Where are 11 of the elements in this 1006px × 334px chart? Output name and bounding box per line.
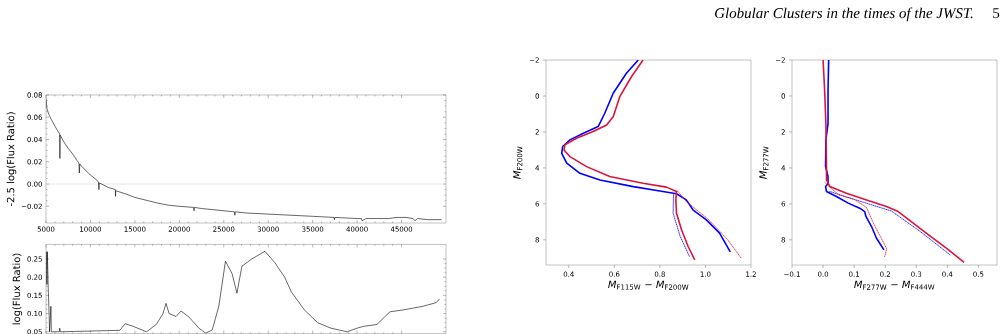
x-axis-title: M$_{F277W}$ − M$_{F444W}$ [854,280,935,290]
y-axis-title: M$_{F200W}$ [513,146,523,179]
y-axis-title: M$_{F277W}$ [759,146,769,179]
line-series [560,60,732,253]
y-axis-title: log(Flux Ratio) [12,253,23,325]
text: 5 [993,8,1000,19]
y-axis-title: -2.5 log(Flux Ratio) [6,112,17,207]
x-axis-title: M$_{F115W}$ − M$_{F200W}$ [608,280,689,290]
line-series [822,60,965,264]
text: Globular Clusters in the times of the JWST. [715,7,973,22]
line-series [46,251,440,334]
